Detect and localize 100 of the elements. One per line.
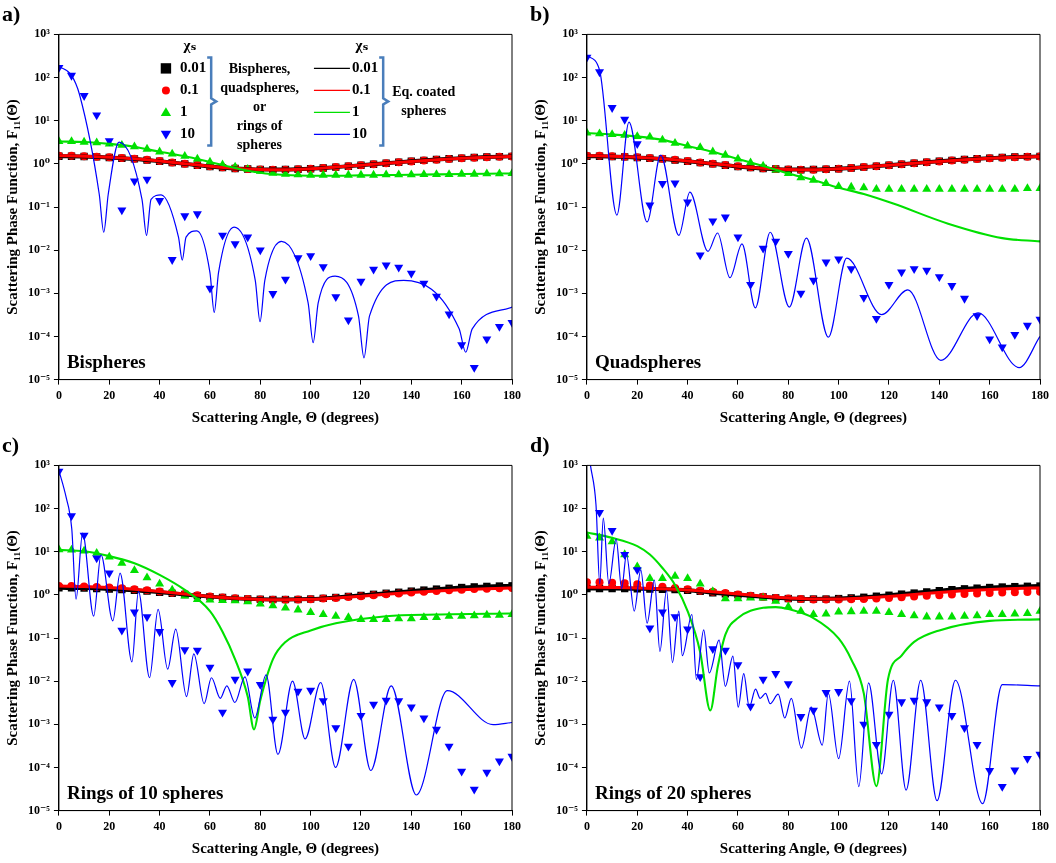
y-tick-label: 10² [562, 500, 579, 515]
y-tick-label: 10⁻⁵ [27, 802, 51, 817]
y-tick-label: 10⁻⁵ [555, 802, 579, 817]
x-tick-label: 180 [1031, 387, 1049, 402]
annotation: Quadspheres [594, 350, 702, 372]
x-tick-label: 140 [402, 818, 421, 833]
chart-title: b) [530, 0, 550, 26]
x-tick-label: 60 [203, 387, 216, 402]
x-tick-label: 20 [631, 387, 644, 402]
y-axis-title: Scattering Phase Function, F₁₁(Θ) [531, 530, 549, 746]
y-tick-label: 10² [34, 500, 51, 515]
x-tick-label: 140 [930, 818, 949, 833]
y-tick-label: 10⁰ [32, 155, 50, 170]
legend-label: 10 [351, 125, 367, 142]
y-tick-label: 10⁰ [560, 586, 578, 601]
x-tick-label: 40 [681, 818, 694, 833]
annotation: Rings of 20 spheres [594, 781, 752, 803]
x-tick-label: 0 [55, 387, 62, 402]
y-tick-label: 10³ [562, 26, 579, 41]
legend-label: 1 [179, 103, 188, 120]
x-tick-label: 20 [631, 818, 644, 833]
y-tick-label: 10⁻² [27, 673, 51, 688]
x-tick-label: 60 [731, 387, 744, 402]
y-tick-label: 10⁻¹ [27, 630, 51, 645]
y-tick-label: 10⁻¹ [555, 630, 579, 645]
y-tick-label: 10⁻⁴ [555, 759, 579, 774]
x-axis-title: Scattering Angle, Θ (degrees) [191, 408, 380, 426]
y-axis-title: Scattering Phase Function, F₁₁(Θ) [3, 99, 21, 315]
x-tick-label: 120 [351, 818, 370, 833]
text: χₛ [355, 37, 369, 54]
y-tick-label: 10⁰ [32, 586, 50, 601]
legend-label: 1 [351, 103, 360, 120]
y-tick-label: 10¹ [34, 543, 51, 558]
legend-label: 0.01 [179, 59, 207, 76]
x-tick-label: 100 [301, 818, 320, 833]
legend-label: 0.01 [351, 59, 379, 76]
x-tick-label: 120 [351, 387, 370, 402]
annotation: Bispheres [66, 350, 146, 372]
y-tick-label: 10¹ [562, 112, 579, 127]
y-tick-label: 10⁻³ [555, 716, 579, 731]
x-tick-label: 20 [103, 387, 116, 402]
x-tick-label: 100 [829, 387, 848, 402]
x-axis-title: Scattering Angle, Θ (degrees) [191, 839, 380, 857]
y-tick-label: 10² [562, 69, 579, 84]
x-tick-label: 20 [103, 818, 116, 833]
x-tick-label: 160 [980, 818, 999, 833]
x-tick-label: 180 [503, 387, 521, 402]
y-tick-label: 10¹ [34, 112, 51, 127]
y-tick-label: 10⁻³ [27, 716, 51, 731]
x-tick-label: 80 [782, 818, 795, 833]
x-tick-label: 40 [153, 387, 166, 402]
y-axis-title: Scattering Phase Function, F₁₁(Θ) [3, 530, 21, 746]
y-tick-label: 10² [34, 69, 51, 84]
x-tick-label: 160 [452, 387, 471, 402]
y-tick-label: 10⁻² [27, 242, 51, 257]
x-tick-label: 40 [153, 818, 166, 833]
x-axis-title: Scattering Angle, Θ (degrees) [719, 408, 908, 426]
legend-label: 0.1 [351, 81, 371, 98]
x-tick-label: 120 [879, 818, 898, 833]
x-tick-label: 160 [980, 387, 999, 402]
chart-title: a) [2, 0, 21, 26]
x-tick-label: 140 [402, 387, 421, 402]
chart-title: d) [530, 431, 550, 457]
y-tick-label: 10³ [34, 457, 51, 472]
annotation: Bispheres, quadspheres, or rings of spheres [220, 61, 299, 153]
y-tick-label: 10⁻⁴ [27, 759, 51, 774]
y-tick-label: 10⁻⁴ [27, 328, 51, 343]
y-axis-title: Scattering Phase Function, F₁₁(Θ) [531, 99, 549, 315]
x-tick-label: 100 [829, 818, 848, 833]
y-tick-label: 10⁻¹ [555, 199, 579, 214]
y-tick-label: 10⁻⁴ [555, 328, 579, 343]
y-tick-label: 10³ [34, 26, 51, 41]
x-tick-label: 60 [203, 818, 216, 833]
y-tick-label: 10⁻⁵ [555, 371, 579, 386]
legend-title: χₛ [182, 37, 197, 54]
y-tick-label: 10⁻⁵ [27, 371, 51, 386]
x-axis-title: Scattering Angle, Θ (degrees) [719, 839, 908, 857]
x-tick-label: 40 [681, 387, 694, 402]
y-tick-label: 10⁻³ [27, 285, 51, 300]
y-tick-label: 10⁻¹ [27, 199, 51, 214]
x-tick-label: 100 [301, 387, 320, 402]
x-tick-label: 160 [452, 818, 471, 833]
y-tick-label: 10³ [562, 457, 579, 472]
y-tick-label: 10⁰ [560, 155, 578, 170]
x-tick-label: 180 [1031, 818, 1049, 833]
x-tick-label: 0 [55, 818, 62, 833]
annotation: Rings of 10 spheres [66, 781, 224, 803]
x-tick-label: 80 [254, 818, 267, 833]
x-tick-label: 80 [782, 387, 795, 402]
x-tick-label: 0 [583, 387, 590, 402]
x-tick-label: 80 [254, 387, 267, 402]
legend-label: 0.1 [179, 81, 199, 98]
x-tick-label: 140 [930, 387, 949, 402]
x-tick-label: 180 [503, 818, 521, 833]
chart-title: c) [2, 431, 20, 457]
legend-label: 10 [179, 125, 195, 142]
x-tick-label: 120 [879, 387, 898, 402]
y-tick-label: 10⁻² [555, 673, 579, 688]
y-tick-label: 10⁻² [555, 242, 579, 257]
annotation: Eq. coated spheres [392, 83, 456, 118]
